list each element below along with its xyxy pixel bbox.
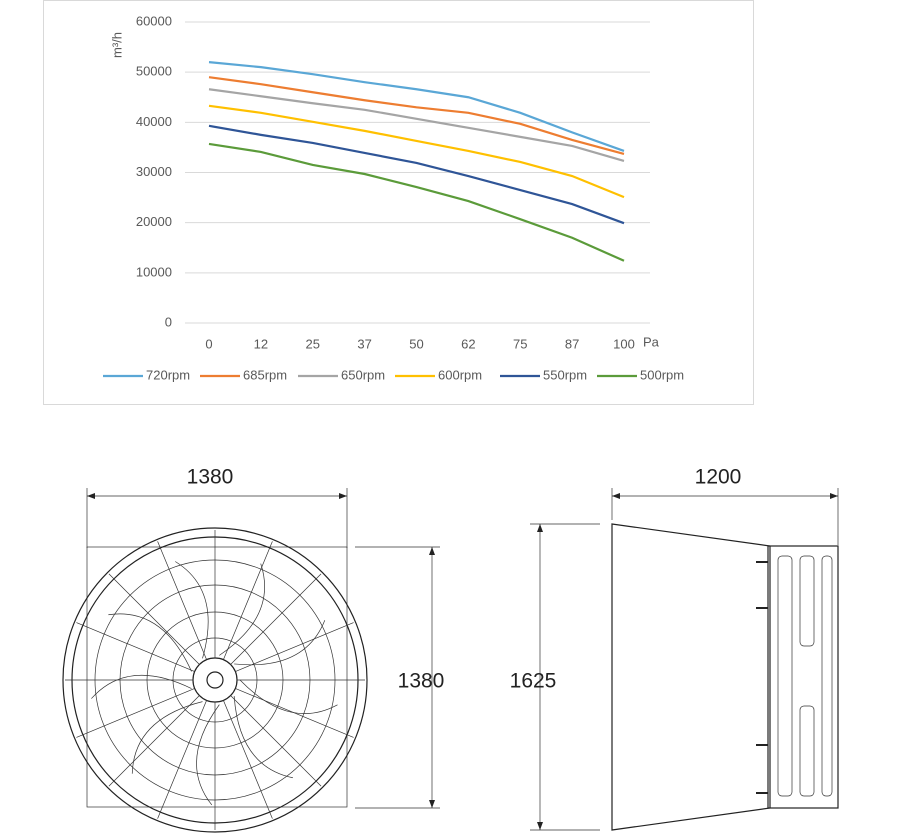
- spoke: [76, 688, 195, 738]
- x-tick-label: 25: [306, 336, 320, 351]
- x-tick-label: 50: [409, 336, 423, 351]
- spoke: [76, 622, 195, 672]
- blade: [196, 704, 220, 806]
- spoke: [223, 541, 273, 660]
- blade: [234, 620, 326, 666]
- dimension-label: 1200: [695, 466, 742, 489]
- blade: [108, 613, 192, 672]
- dimension-label: 1380: [187, 466, 234, 489]
- front-view: 1380 1380: [62, 466, 445, 833]
- x-axis-label: Pa: [643, 334, 660, 349]
- x-tick-label: 75: [513, 336, 527, 351]
- spoke: [157, 700, 207, 819]
- y-tick-label: 40000: [136, 114, 172, 129]
- x-tick-label: 0: [205, 336, 212, 351]
- spoke: [235, 622, 354, 672]
- spoke: [157, 541, 207, 660]
- legend-label: 720rpm: [146, 367, 190, 382]
- spoke: [108, 573, 200, 665]
- spoke: [223, 700, 273, 819]
- spoke: [108, 695, 200, 787]
- blade: [175, 561, 209, 659]
- chart: 0 10000 20000 30000 40000 50000 60000 0 12 25 37 50…: [103, 13, 684, 382]
- series-line: [208, 104, 625, 199]
- series-line: [208, 142, 625, 262]
- legend-label: 685rpm: [243, 367, 287, 382]
- series-line: [208, 76, 625, 155]
- x-tick-label: 37: [357, 336, 371, 351]
- blade: [131, 701, 203, 774]
- blade: [219, 563, 265, 656]
- x-tick-label: 62: [461, 336, 475, 351]
- y-axis-label: m³/h: [109, 32, 124, 58]
- y-tick-label: 30000: [136, 164, 172, 179]
- y-tick-label: 20000: [136, 214, 172, 229]
- x-tick-label: 87: [565, 336, 579, 351]
- legend-label: 550rpm: [543, 367, 587, 382]
- x-tick-label: 100: [613, 336, 635, 351]
- spoke: [230, 573, 322, 665]
- series-line: [208, 61, 625, 152]
- dimension-label: 1625: [510, 670, 557, 693]
- y-tick-label: 50000: [136, 64, 172, 79]
- legend-label: 650rpm: [341, 367, 385, 382]
- series-line: [208, 124, 625, 225]
- spoke: [230, 695, 322, 787]
- blade: [91, 674, 192, 699]
- y-tick-label: 10000: [136, 264, 172, 279]
- blade: [239, 679, 338, 714]
- blade: [233, 696, 293, 779]
- dimension-label: 1380: [398, 670, 445, 693]
- side-view: 1200 1625: [510, 466, 839, 831]
- y-tick-label: 60000: [136, 13, 172, 28]
- x-tick-label: 12: [254, 336, 268, 351]
- legend-label: 600rpm: [438, 367, 482, 382]
- y-tick-label: 0: [165, 314, 172, 329]
- series-line: [208, 88, 625, 163]
- chart-frame: [43, 0, 754, 405]
- legend-label: 500rpm: [640, 367, 684, 382]
